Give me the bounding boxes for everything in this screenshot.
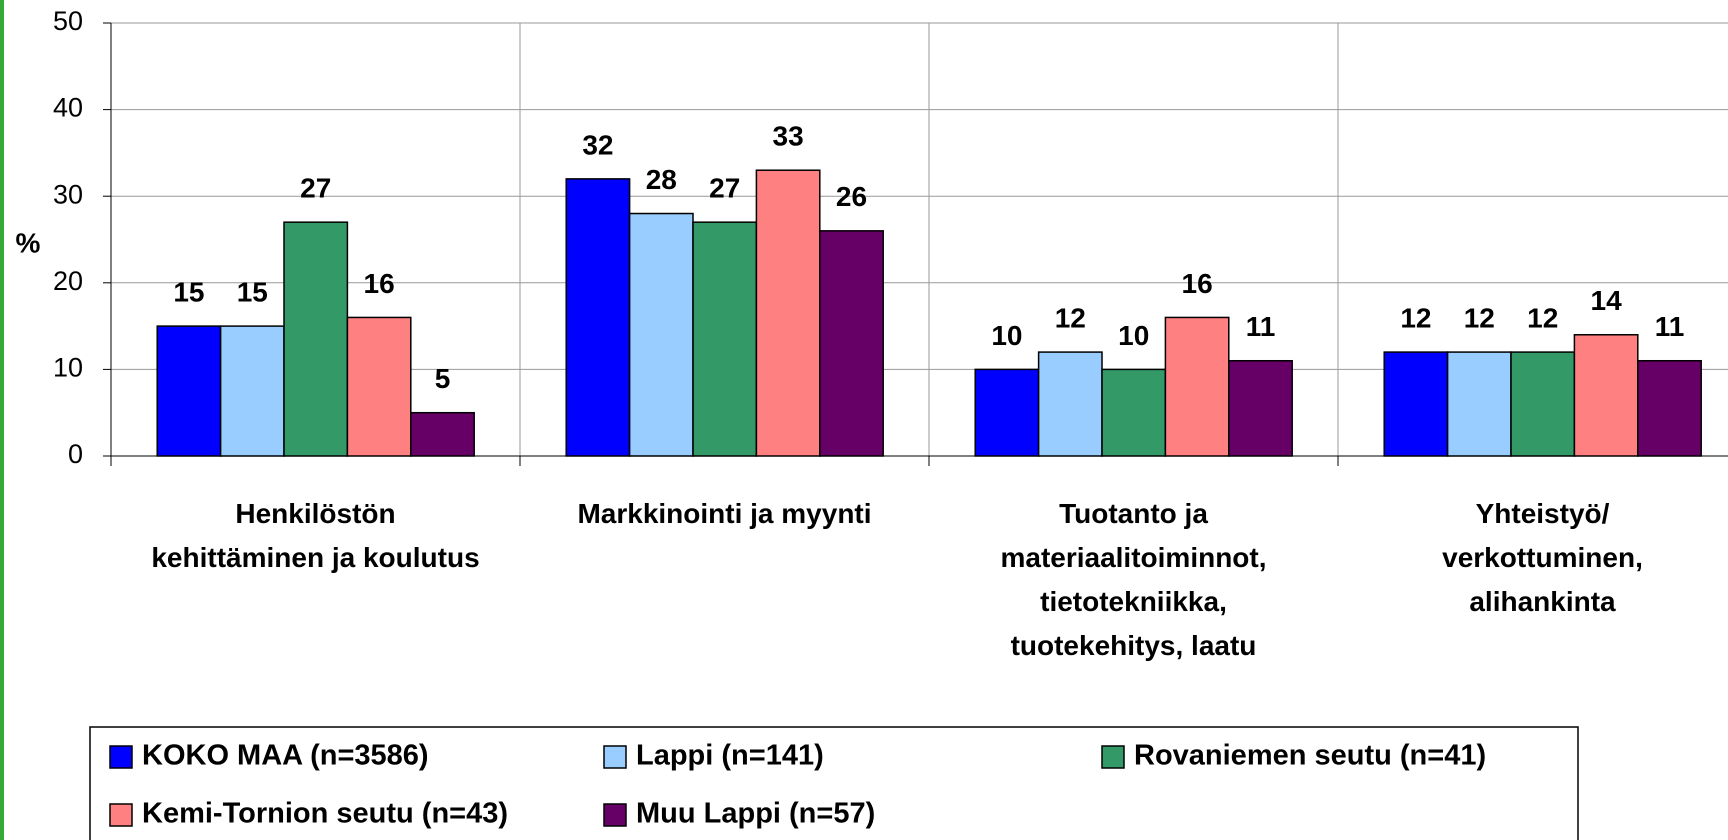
legend-swatch bbox=[109, 803, 133, 827]
legend-swatch bbox=[1101, 745, 1125, 769]
data-label: 15 bbox=[173, 276, 204, 307]
data-label: 28 bbox=[646, 164, 677, 195]
data-label: 27 bbox=[709, 173, 740, 204]
data-label: 16 bbox=[364, 268, 395, 299]
data-label: 10 bbox=[1118, 320, 1149, 351]
bar bbox=[1446, 351, 1512, 457]
x-tick-label: Markkinointi ja myynti bbox=[577, 498, 872, 529]
bar bbox=[974, 368, 1040, 457]
legend-label: Lappi (n=141) bbox=[636, 740, 824, 772]
y-tick-label: 30 bbox=[53, 179, 83, 209]
legend-swatch bbox=[603, 745, 627, 769]
bar bbox=[346, 316, 412, 457]
bar bbox=[1383, 351, 1449, 457]
data-label: 11 bbox=[1246, 311, 1276, 342]
data-label: 26 bbox=[836, 181, 867, 212]
legend-label: Kemi-Tornion seutu (n=43) bbox=[142, 798, 508, 830]
bar bbox=[819, 230, 884, 457]
bar bbox=[1573, 334, 1639, 457]
data-label: 5 bbox=[435, 363, 451, 394]
data-label: 12 bbox=[1464, 302, 1495, 333]
left-border bbox=[0, 0, 4, 840]
bar bbox=[410, 411, 475, 457]
bar bbox=[1101, 368, 1167, 457]
legend-label: KOKO MAA (n=3586) bbox=[142, 740, 429, 772]
data-label: 16 bbox=[1182, 268, 1213, 299]
x-tick-label: Henkilöstön kehittäminen ja koulutus bbox=[151, 498, 480, 573]
data-label: 15 bbox=[237, 276, 268, 307]
bar bbox=[1228, 359, 1293, 457]
y-tick-label: 50 bbox=[53, 6, 83, 36]
legend-label: Muu Lappi (n=57) bbox=[636, 798, 875, 830]
bar bbox=[628, 212, 694, 457]
data-label: 11 bbox=[1655, 311, 1685, 342]
data-label: 32 bbox=[582, 129, 613, 160]
data-label: 12 bbox=[1055, 302, 1086, 333]
data-label: 10 bbox=[991, 320, 1022, 351]
data-label: 12 bbox=[1400, 302, 1431, 333]
bar bbox=[1037, 351, 1103, 457]
y-tick-label: 10 bbox=[53, 353, 83, 383]
legend-swatch bbox=[603, 803, 627, 827]
bar bbox=[565, 178, 631, 457]
bar bbox=[692, 221, 758, 457]
legend-label: Rovaniemen seutu (n=41) bbox=[1134, 740, 1486, 772]
data-label: 27 bbox=[300, 173, 331, 204]
y-tick-label: 0 bbox=[68, 439, 83, 469]
y-tick-label: 20 bbox=[53, 266, 83, 296]
data-label: 12 bbox=[1527, 302, 1558, 333]
bar bbox=[1637, 359, 1702, 457]
bar bbox=[219, 325, 285, 457]
bar bbox=[1510, 351, 1576, 457]
y-axis-label: % bbox=[16, 227, 41, 258]
data-label: 14 bbox=[1591, 285, 1623, 316]
x-tick-label: Yhteistyö/ verkottuminen, alihankinta bbox=[1442, 498, 1643, 617]
bar bbox=[283, 221, 349, 457]
legend-swatch bbox=[109, 745, 133, 769]
bar bbox=[755, 169, 821, 457]
legend-box bbox=[89, 726, 1579, 840]
data-label: 33 bbox=[773, 121, 804, 152]
y-tick-label: 40 bbox=[53, 93, 83, 123]
x-tick-label: Tuotanto ja materiaalitoiminnot, tietote… bbox=[1000, 498, 1267, 661]
bar bbox=[156, 325, 222, 457]
bar bbox=[1164, 316, 1230, 457]
